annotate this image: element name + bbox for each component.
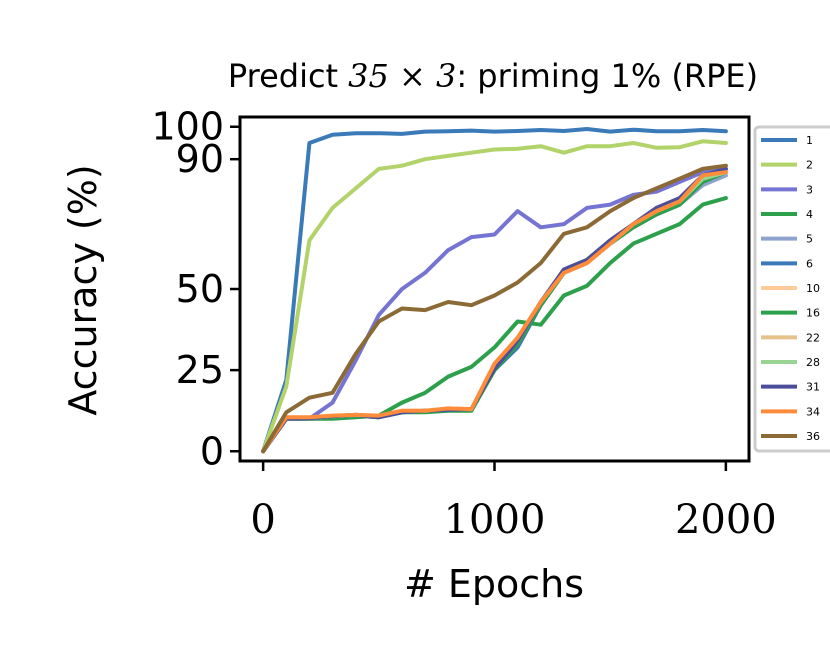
y-tick-label: 25 (176, 348, 224, 392)
legend-label-36: 36 (806, 430, 820, 443)
x-tick-label: 0 (250, 497, 275, 543)
legend-label-16: 16 (806, 307, 820, 320)
legend-label-3: 3 (806, 183, 813, 196)
y-tick-label: 100 (151, 105, 224, 149)
y-axis-label: Accuracy (%) (61, 164, 105, 415)
x-axis-label: # Epochs (404, 562, 584, 606)
chart-title: Predict 35 × 3: priming 1% (RPE) (228, 57, 758, 95)
legend-label-31: 31 (806, 381, 820, 394)
y-tick-label: 0 (200, 429, 224, 473)
series-line-34 (261, 170, 728, 454)
legend-label-34: 34 (806, 405, 820, 418)
series-line-16 (261, 170, 728, 454)
legend-label-4: 4 (806, 208, 813, 221)
y-tick-label: 50 (176, 267, 224, 311)
x-tick-label: 2000 (675, 497, 777, 543)
series-line-36 (261, 163, 728, 454)
chart-title-math: 35 × 3 (348, 57, 456, 95)
chart-title-prefix: Predict (228, 57, 338, 95)
series-line-1 (261, 127, 728, 454)
legend-label-6: 6 (806, 257, 813, 270)
x-axis: 0 1000 2000 (250, 461, 777, 543)
chart-title-suffix: : priming 1% (RPE) (456, 57, 758, 95)
legend-label-2: 2 (806, 159, 813, 172)
legend-label-5: 5 (806, 233, 813, 246)
legend-label-10: 10 (806, 282, 820, 295)
series-layer (261, 127, 728, 454)
plot-frame (238, 115, 751, 463)
x-tick-label: 1000 (444, 497, 546, 543)
legend-label-22: 22 (806, 331, 820, 344)
y-tick-label: 90 (176, 137, 224, 181)
series-line-5 (261, 173, 728, 454)
series-line-2 (261, 139, 728, 454)
legend-label-28: 28 (806, 356, 820, 369)
legend-label-1: 1 (806, 134, 813, 147)
